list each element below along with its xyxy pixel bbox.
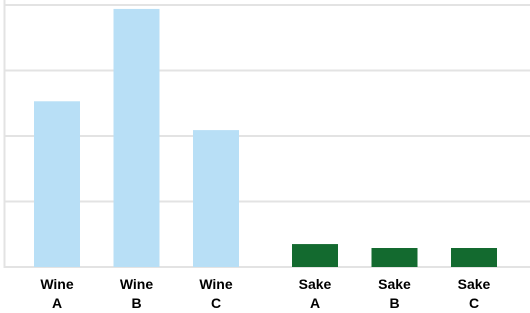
bar [451, 248, 497, 267]
x-tick-label: Sake B [378, 276, 411, 311]
bar [292, 244, 338, 267]
bar [193, 130, 239, 267]
x-tick-label: Wine B [119, 276, 154, 311]
x-tick-label: Wine C [199, 276, 233, 311]
bar [371, 248, 418, 267]
x-tick-label: Sake A [298, 276, 332, 311]
bar [113, 8, 160, 268]
bar [34, 101, 80, 267]
x-tick-label: Sake C [457, 276, 491, 311]
x-tick-label: Wine A [40, 276, 74, 311]
